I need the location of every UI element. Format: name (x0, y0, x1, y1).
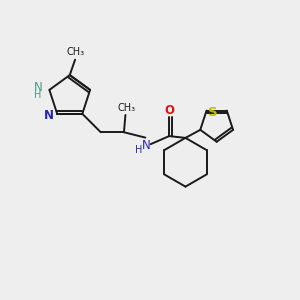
Text: S: S (208, 106, 218, 119)
Text: N: N (142, 140, 151, 152)
Text: H: H (34, 90, 42, 100)
Text: H: H (135, 145, 142, 155)
Text: N: N (44, 109, 54, 122)
Text: CH₃: CH₃ (67, 47, 85, 57)
Text: O: O (165, 104, 175, 117)
Text: N: N (34, 81, 43, 94)
Text: CH₃: CH₃ (117, 103, 135, 113)
